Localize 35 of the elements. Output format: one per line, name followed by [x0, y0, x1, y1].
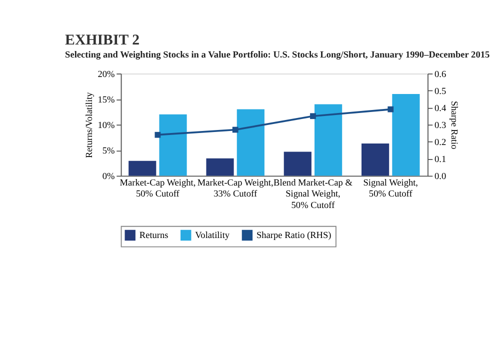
point: [232, 126, 238, 133]
y-tick-label: 5%: [102, 146, 116, 156]
y2-tick-label: 0.0: [434, 172, 446, 182]
chart-title: EXHIBIT 2: [65, 32, 140, 49]
bar: [392, 94, 420, 176]
point: [388, 106, 394, 112]
x-tick-label: Market-Cap Weight, 50% Cutoff: [120, 178, 196, 200]
legend-label: Volatility: [195, 231, 230, 242]
point: [154, 132, 161, 138]
bar: [362, 144, 390, 176]
y2-tick-label: 0.6: [434, 70, 446, 80]
y2-tick-label: 0.1: [434, 154, 446, 165]
x-tick-label: Blend Market-Cap & Signal Weight, 50% Cutoff: [274, 178, 354, 211]
y2-tick-label: 0.2: [434, 138, 446, 148]
legend-label: Returns: [139, 231, 169, 242]
y2-tick-label: 0.5: [434, 86, 446, 97]
x-tick-label: Market-Cap Weight, 33% Cutoff: [197, 178, 274, 200]
point: [310, 113, 316, 120]
y-tick-label: 10%: [98, 120, 116, 131]
chart-subtitle: Selecting and Weighting Stocks in a Value Portfolio: U.S. Stocks Long/Short, January 1990–December 2015: [65, 50, 490, 61]
bar: [236, 109, 264, 176]
x-tick-label: Signal Weight, 50% Cutoff: [363, 178, 418, 200]
y2-tick-label: 0.4: [434, 104, 446, 114]
legend-label: Sharpe Ratio (RHS): [256, 231, 332, 242]
bar: [314, 104, 342, 176]
y2-tick-label: 0.3: [434, 120, 446, 131]
y-tick-label: 0%: [102, 172, 116, 182]
y-axis-title: Returns/Volatility: [85, 92, 96, 158]
y-tick-label: 15%: [98, 95, 116, 106]
bar: [206, 158, 234, 176]
y-tick-label: 20%: [98, 70, 116, 80]
y2-axis-title: Sharpe Ratio: [448, 101, 459, 150]
bar: [128, 160, 156, 176]
bar: [284, 152, 312, 176]
bar: [159, 114, 187, 176]
